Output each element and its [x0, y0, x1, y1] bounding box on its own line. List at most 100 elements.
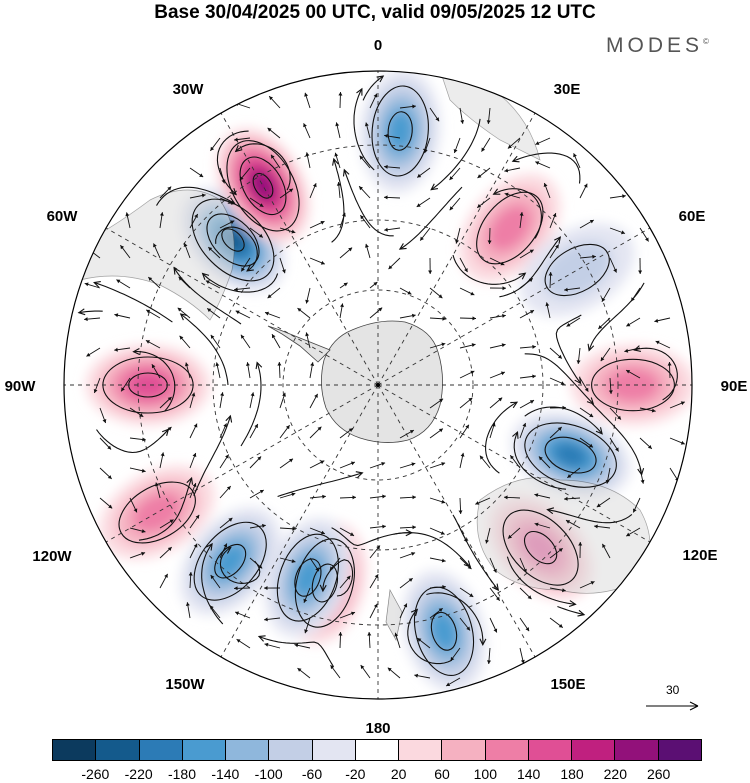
- wind-arrow: [177, 307, 191, 319]
- wind-arrow: [364, 122, 371, 139]
- wind-arrow: [116, 279, 131, 289]
- streamline: [201, 272, 279, 293]
- wind-arrow: [399, 577, 413, 589]
- colorbar-swatch: [399, 740, 443, 760]
- wind-arrow: [249, 423, 259, 439]
- wind-arrow: [309, 527, 326, 535]
- streamline: [362, 75, 385, 101]
- wind-arrow: [459, 617, 471, 631]
- wind-arrow: [548, 271, 553, 289]
- wind-arrow: [120, 377, 131, 392]
- wind-arrow: [210, 574, 221, 589]
- streamline: [193, 414, 233, 496]
- colorbar-swatch: [312, 740, 356, 760]
- wind-arrow: [188, 571, 193, 589]
- streamline: [96, 428, 170, 454]
- wind-arrow: [219, 454, 230, 469]
- colorbar-tick-label: -60: [301, 766, 323, 782]
- anomaly-blob: [571, 345, 692, 425]
- wind-arrow: [428, 257, 433, 275]
- anomaly-blob: [359, 71, 441, 193]
- colorbar-swatch: [182, 740, 227, 760]
- colorbar-tick-label: 60: [434, 766, 450, 782]
- wind-arrow: [383, 195, 401, 200]
- wind-arrow: [99, 437, 112, 450]
- wind-arrow: [576, 347, 581, 364]
- streamline: [512, 430, 567, 490]
- wind-arrow: [369, 494, 386, 499]
- colorbar-tick-label: -140: [211, 766, 240, 782]
- wind-arrow: [219, 517, 233, 529]
- wind-arrow: [600, 347, 611, 362]
- wind-arrow: [339, 461, 356, 469]
- wind-arrow: [234, 137, 251, 142]
- wind-arrow: [339, 247, 353, 259]
- wind-arrow: [129, 407, 144, 418]
- wind-arrow: [99, 497, 113, 509]
- wind-arrow: [304, 617, 311, 634]
- lon-label-150e: 150E: [550, 676, 585, 693]
- wind-arrow: [270, 154, 281, 169]
- wind-arrow: [507, 527, 521, 539]
- wind-arrow: [519, 422, 527, 439]
- wind-arrow: [99, 467, 113, 480]
- wind-arrow: [485, 527, 491, 544]
- streamline: [587, 282, 645, 352]
- wind-arrow: [309, 557, 320, 572]
- wind-arrow: [429, 342, 446, 349]
- wind-arrow: [579, 407, 594, 418]
- streamline: [179, 313, 229, 386]
- lon-label-90w: 90W: [5, 378, 37, 395]
- wind-arrow: [384, 227, 401, 232]
- wind-arrow: [215, 362, 221, 379]
- vector-scale-arrow: [646, 701, 699, 711]
- wind-arrow: [504, 192, 521, 199]
- wind-arrow: [549, 212, 557, 229]
- wind-arrow: [519, 587, 532, 600]
- wind-arrow: [189, 514, 200, 529]
- wind-arrow: [486, 107, 491, 124]
- wind-arrow: [519, 557, 527, 573]
- wind-arrow: [475, 497, 491, 505]
- wind-arrow: [626, 317, 641, 327]
- wind-arrow: [507, 137, 521, 149]
- wind-arrow: [120, 244, 131, 259]
- wind-arrow: [609, 257, 617, 273]
- wind-arrow: [519, 617, 530, 632]
- wind-arrow: [297, 307, 311, 319]
- wind-arrow: [183, 242, 191, 259]
- wind-arrow: [303, 123, 311, 139]
- wind-arrow: [453, 137, 461, 154]
- wind-arrow: [477, 167, 491, 179]
- wind-arrow: [264, 617, 281, 622]
- lon-label-60w: 60W: [47, 208, 79, 225]
- streamline: [215, 226, 258, 272]
- wind-arrow: [304, 92, 311, 109]
- wind-arrow: [235, 310, 251, 319]
- wind-arrow: [459, 343, 476, 349]
- wind-arrow: [429, 107, 440, 122]
- wind-arrow: [369, 93, 378, 109]
- wind-arrow: [219, 392, 224, 409]
- wind-arrow: [339, 282, 348, 289]
- wind-arrow: [429, 428, 444, 439]
- streamline: [277, 471, 364, 498]
- wind-arrow: [338, 631, 343, 649]
- wind-arrow: [114, 313, 131, 319]
- wind-arrow: [129, 467, 146, 473]
- new-zealand-outline: [385, 588, 403, 641]
- colorbar-swatch: [658, 740, 701, 760]
- wind-arrow: [579, 581, 595, 589]
- wind-arrow: [263, 586, 281, 590]
- lon-label-150w: 150W: [165, 676, 205, 693]
- brand-logo: MODES©: [606, 34, 709, 58]
- wind-arrow: [309, 220, 325, 229]
- wind-arrow: [489, 617, 498, 633]
- wind-arrow: [330, 664, 341, 679]
- wind-arrow: [429, 398, 444, 409]
- wind-arrow: [573, 153, 581, 169]
- wind-arrow: [549, 426, 563, 439]
- wind-arrow: [399, 525, 417, 530]
- lon-label-120w: 120W: [32, 548, 72, 565]
- wind-arrow: [429, 497, 446, 504]
